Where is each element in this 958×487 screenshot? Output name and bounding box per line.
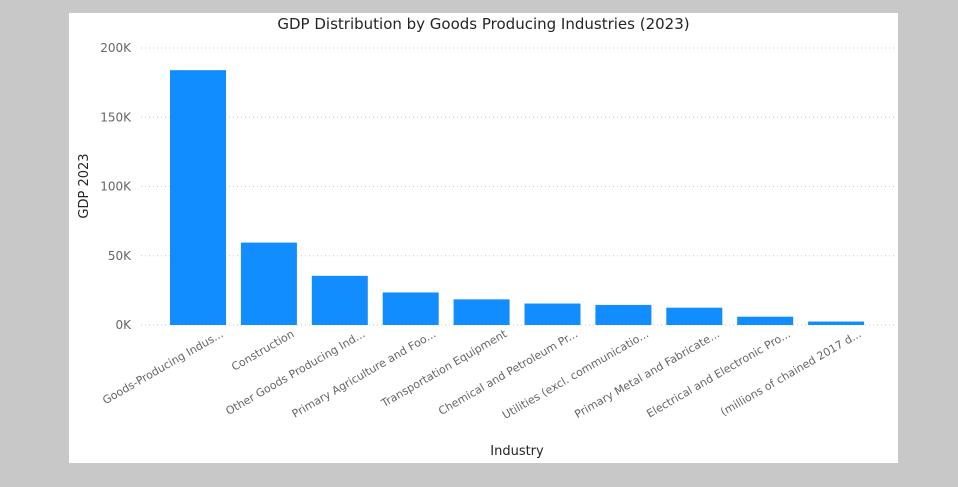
x-tick-label: Transportation Equipment — [378, 327, 509, 410]
y-axis-title: GDP 2023 — [77, 153, 92, 218]
y-tick-label: 0K — [115, 318, 132, 332]
bar[interactable] — [666, 307, 723, 325]
bar[interactable] — [453, 299, 510, 325]
x-axis-labels: Goods-Producing Indus... ConstructionOthe… — [100, 327, 863, 422]
bar[interactable] — [808, 321, 865, 325]
x-tick-label: Other Goods Producing Ind... — [223, 327, 367, 418]
chart-title: GDP Distribution by Goods Producing Indu… — [277, 15, 690, 33]
y-tick-label: 100K — [100, 180, 132, 194]
y-tick-label: 50K — [108, 249, 132, 263]
bar[interactable] — [170, 70, 226, 325]
x-tick-label: (millions of chained 2017 d... — [718, 327, 863, 418]
y-tick-label: 150K — [100, 110, 132, 124]
bar-chart: 0K 50K 100K 150K 200K Goods-Producing Indus.… — [77, 41, 896, 459]
bar[interactable] — [524, 303, 581, 325]
bar[interactable] — [737, 316, 794, 325]
x-axis-title: Industry — [490, 444, 544, 459]
chart-card: GDP Distribution by Goods Producing Indu… — [69, 13, 898, 463]
x-tick-label: Goods-Producing Indus... — [100, 327, 225, 407]
bars — [170, 70, 865, 325]
x-tick-label: Chemical and Petroleum Pr... — [436, 327, 580, 418]
bar[interactable] — [382, 292, 439, 325]
y-axis-ticks: 0K 50K 100K 150K 200K — [100, 41, 132, 332]
x-tick-label: Primary Agriculture and Foo... — [290, 327, 438, 420]
bar[interactable] — [240, 242, 297, 325]
y-tick-label: 200K — [100, 41, 132, 55]
x-tick-label: Construction — [229, 327, 296, 373]
bar[interactable] — [595, 304, 652, 325]
bar[interactable] — [311, 275, 368, 325]
